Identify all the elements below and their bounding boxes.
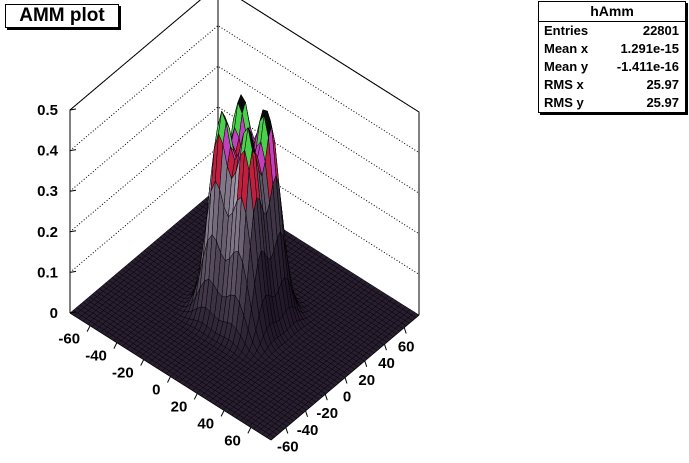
y-tick: [364, 360, 368, 367]
y-tick: [344, 377, 348, 384]
y-tick-label: 40: [378, 355, 395, 372]
stats-row-rms-x: RMS x 25.97: [539, 76, 685, 94]
z-tick: [69, 149, 77, 152]
z-tick: [69, 270, 77, 273]
x-tick-label: -60: [58, 331, 80, 348]
stats-value: 22801: [642, 23, 679, 38]
x-tick-label: 60: [224, 432, 241, 449]
x-tick: [193, 393, 198, 400]
stats-row-mean-y: Mean y -1.411e-16: [539, 58, 685, 76]
stats-row-rms-y: RMS y 25.97: [539, 94, 685, 112]
stats-label: Entries: [544, 23, 589, 38]
x-tick: [220, 410, 225, 417]
stats-name: hAmm: [539, 2, 685, 22]
z-tick-label: 0.3: [37, 183, 58, 200]
z-tick: [69, 189, 77, 192]
z-tick-label: 0.5: [37, 102, 58, 119]
x-tick-label: 20: [171, 398, 188, 415]
stats-box: hAmm Entries 22801 Mean x 1.291e-15 Mean y…: [538, 1, 686, 113]
stats-value: 25.97: [646, 95, 679, 110]
y-tick: [305, 410, 309, 417]
stats-label: RMS y: [544, 95, 584, 110]
back-wall-outline: [69, 0, 420, 315]
stats-row-entries: Entries 22801: [539, 22, 685, 40]
stats-row-mean-x: Mean x 1.291e-15: [539, 40, 685, 58]
x-tick: [86, 325, 91, 332]
plot-title: AMM plot: [5, 4, 119, 28]
z-tick: [69, 230, 77, 233]
y-tick: [403, 327, 407, 334]
z-gridline: [69, 0, 420, 113]
z-tick-label: 0.1: [37, 264, 58, 281]
y-tick: [324, 394, 328, 401]
y-tick: [383, 344, 387, 351]
surface-cell: [266, 434, 275, 441]
stats-value: 1.291e-15: [620, 41, 679, 56]
stats-label: RMS x: [544, 77, 584, 92]
z-tick-label: 0.2: [37, 224, 58, 241]
x-tick-label: -20: [112, 365, 134, 382]
x-tick: [113, 342, 118, 349]
y-tick-label: -60: [277, 439, 299, 456]
z-tick-label: 0.4: [37, 143, 59, 160]
x-tick: [247, 427, 252, 434]
y-tick-label: 60: [398, 339, 415, 356]
y-tick-label: -40: [297, 422, 319, 439]
x-tick: [140, 359, 145, 366]
x-tick-label: 0: [152, 382, 160, 399]
y-tick-label: 0: [343, 389, 351, 406]
z-tick: [69, 108, 77, 111]
z-tick: [69, 311, 77, 314]
stats-label: Mean x: [544, 41, 589, 56]
x-tick-label: -40: [85, 348, 107, 365]
x-tick: [167, 376, 171, 383]
surface-mesh: [69, 93, 420, 441]
stats-label: Mean y: [544, 59, 589, 74]
y-tick-label: -20: [316, 405, 338, 422]
stats-value: 25.97: [646, 77, 679, 92]
x-tick-label: 40: [197, 415, 214, 432]
stats-value: -1.411e-16: [616, 59, 679, 74]
z-tick-label: 0: [50, 305, 58, 322]
y-tick-label: 20: [358, 372, 375, 389]
y-tick: [285, 427, 289, 434]
